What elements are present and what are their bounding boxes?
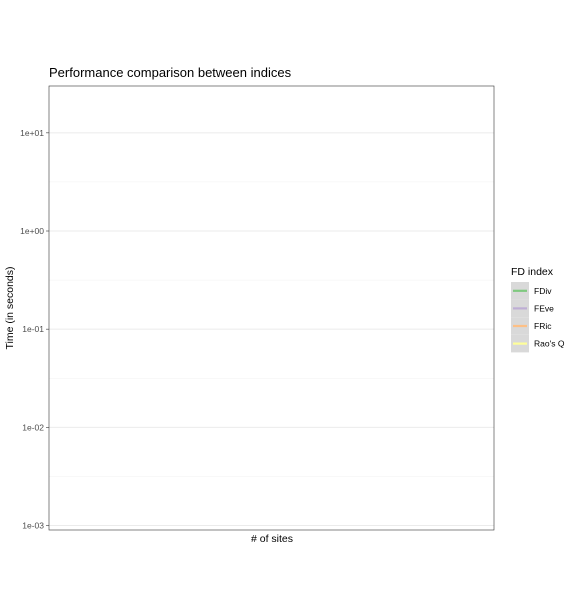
legend-title: FD index <box>511 266 554 278</box>
y-tick-label: 1e-02 <box>22 422 44 432</box>
chart-title: Performance comparison between indices <box>49 65 292 80</box>
legend-label: Rao's Q <box>534 339 565 349</box>
x-axis-label: # of sites <box>251 533 293 545</box>
legend: FD index FDiv FEve FRic Rao's Q <box>511 266 565 353</box>
legend-items: FDiv FEve FRic Rao's Q <box>511 282 565 353</box>
y-axis: 1e-03 1e-02 1e-01 1e+00 1e+01 <box>20 128 49 531</box>
y-tick-label: 1e-03 <box>22 521 44 531</box>
y-tick-label: 1e+01 <box>20 128 44 138</box>
legend-label: FEve <box>534 303 554 313</box>
panel-border <box>48 85 495 531</box>
legend-label: FDiv <box>534 286 552 296</box>
y-tick-label: 1e-01 <box>22 324 44 334</box>
major-gridlines <box>49 132 494 527</box>
legend-label: FRic <box>534 321 552 331</box>
panel-background <box>49 86 494 530</box>
y-tick-label: 1e+00 <box>20 226 44 236</box>
y-axis-label: Time (in seconds) <box>4 266 16 349</box>
plot-panel <box>48 85 495 531</box>
minor-gridlines <box>49 181 494 477</box>
